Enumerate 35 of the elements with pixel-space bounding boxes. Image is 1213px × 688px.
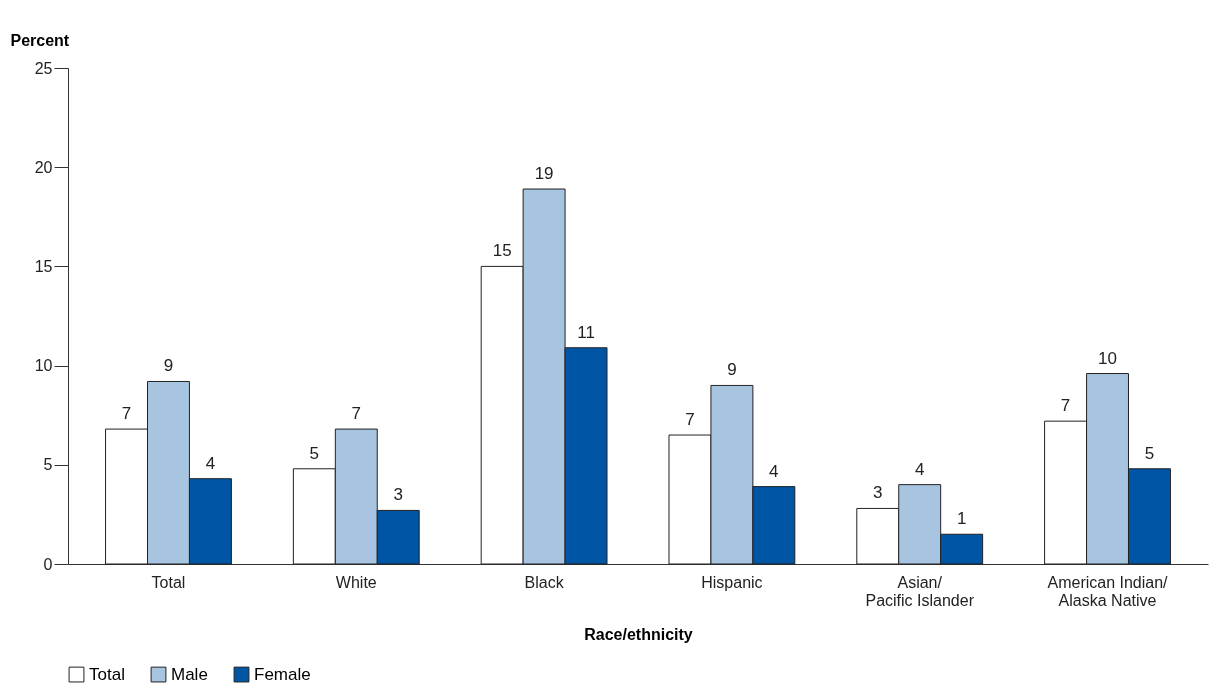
x-tick-label: Hispanic (701, 573, 763, 591)
data-label: 5 (309, 443, 320, 463)
legend-label: Female (254, 664, 311, 684)
x-tick-label: American Indian/ Alaska Native (1047, 573, 1169, 609)
x-tick-label: Black (524, 573, 565, 591)
data-label: 19 (534, 164, 554, 184)
x-tick-label: Asian/ Pacific Islander (865, 573, 975, 609)
y-tick-label: 0 (43, 555, 53, 573)
y-tick-label: 15 (34, 257, 53, 275)
data-label: 4 (769, 461, 779, 481)
legend-label: Male (171, 664, 208, 684)
data-label: 7 (1060, 396, 1071, 416)
data-label: 7 (121, 404, 132, 424)
data-label: 5 (1144, 443, 1155, 463)
y-tick-label: 10 (34, 357, 53, 375)
data-label: 11 (577, 322, 595, 342)
data-label: 10 (1098, 348, 1117, 368)
data-label: 9 (163, 356, 174, 376)
y-tick-label: 5 (43, 456, 53, 474)
legend-label: Total (89, 664, 125, 684)
y-tick-label: 25 (34, 59, 53, 77)
x-tick-label: Total (151, 573, 186, 591)
data-label: 7 (351, 404, 362, 424)
y-tick-label: 20 (34, 158, 53, 176)
data-label: 4 (914, 459, 925, 479)
data-label: 7 (685, 410, 695, 430)
data-label: 15 (492, 241, 512, 261)
data-label: 3 (873, 483, 883, 503)
x-tick-label: White (335, 573, 377, 591)
data-label: 9 (727, 360, 737, 380)
data-label: 3 (393, 485, 403, 505)
data-label: 1 (956, 509, 967, 529)
data-label: 4 (205, 453, 216, 473)
x-axis-title: Race/ethnicity (584, 625, 693, 643)
y-axis-title: Percent (10, 31, 70, 49)
